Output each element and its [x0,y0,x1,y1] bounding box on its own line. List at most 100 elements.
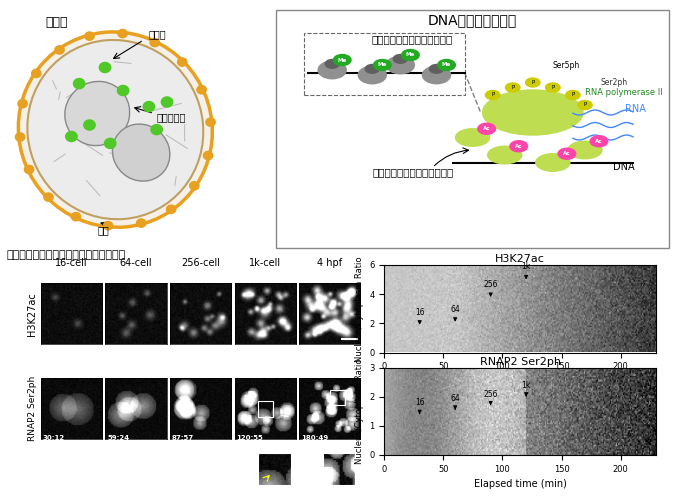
Text: 核小体: 核小体 [149,30,167,40]
Text: RNA: RNA [625,104,646,115]
Circle shape [32,70,41,78]
Text: Me: Me [406,52,415,58]
Text: 転写を抑制するヒストン修飾: 転写を抑制するヒストン修飾 [372,34,453,44]
Circle shape [24,166,34,173]
Text: Me: Me [337,58,347,62]
Circle shape [44,193,53,202]
FancyBboxPatch shape [276,10,669,248]
Text: P: P [531,80,534,85]
Ellipse shape [27,40,203,219]
Circle shape [55,46,64,54]
Text: 細胞核: 細胞核 [46,16,68,29]
Text: Ac: Ac [515,144,522,149]
Circle shape [137,219,146,227]
Text: 64: 64 [450,304,460,321]
Circle shape [365,64,379,73]
Circle shape [333,54,351,66]
Circle shape [510,141,528,152]
Circle shape [373,60,391,70]
Y-axis label: Nucleus/Cytoplasm Ratio: Nucleus/Cytoplasm Ratio [354,358,364,464]
Text: Me: Me [377,62,387,68]
Circle shape [85,32,94,40]
Text: Ac: Ac [563,151,571,156]
Title: RNAP2 Ser2ph: RNAP2 Ser2ph [479,356,561,366]
Text: 1k-cell: 1k-cell [249,258,282,268]
Circle shape [73,78,85,88]
Circle shape [143,102,154,112]
Circle shape [325,60,339,68]
Text: H3K27ac: H3K27ac [27,292,37,336]
Circle shape [84,120,95,130]
Circle shape [16,133,24,141]
Circle shape [526,78,540,87]
Text: 核内構造体: 核内構造体 [156,112,186,122]
Ellipse shape [65,82,130,146]
Text: 256: 256 [483,280,498,296]
Circle shape [150,38,159,46]
Circle shape [430,64,443,73]
Ellipse shape [112,124,170,181]
Text: Me: Me [442,62,451,68]
Circle shape [206,118,216,126]
Circle shape [18,100,27,108]
Bar [258,402,273,417]
Ellipse shape [568,141,602,159]
Text: 180:49: 180:49 [301,435,328,441]
Circle shape [318,61,346,78]
Text: 64-cell: 64-cell [120,258,152,268]
Circle shape [358,66,386,84]
Ellipse shape [456,128,490,146]
Text: 核膜: 核膜 [97,225,109,235]
Circle shape [438,60,456,70]
Text: 1k: 1k [522,381,530,396]
Circle shape [203,152,213,160]
Text: P: P [583,102,587,108]
Text: 64: 64 [450,394,460,409]
Ellipse shape [483,90,583,135]
X-axis label: Elapsed time (min): Elapsed time (min) [474,480,566,490]
Text: P: P [491,92,494,98]
Circle shape [66,132,77,141]
Text: 16: 16 [415,398,424,413]
Text: Ser2ph: Ser2ph [601,78,628,87]
Circle shape [197,86,206,94]
Text: DNA: DNA [613,162,634,172]
Circle shape [386,56,414,74]
Circle shape [486,90,500,100]
Text: 256-cell: 256-cell [181,258,220,268]
Circle shape [545,83,560,92]
Ellipse shape [488,146,522,164]
Text: 16: 16 [415,308,424,324]
Text: RNA polymerase II: RNA polymerase II [585,88,663,97]
Text: 1k: 1k [522,262,530,278]
Circle shape [118,30,127,38]
Bar [330,390,345,406]
Text: Ser5ph: Ser5ph [553,60,580,70]
Text: 転写を促進するヒストン修飾: 転写を促進するヒストン修飾 [373,167,454,177]
Circle shape [105,138,116,148]
Text: RNAP2 Ser2ph: RNAP2 Ser2ph [29,376,37,442]
Circle shape [118,86,129,96]
Title: H3K27ac: H3K27ac [495,254,545,264]
Text: P: P [571,92,575,98]
Circle shape [393,54,407,63]
Circle shape [478,123,496,134]
Circle shape [505,83,520,92]
Text: 120:55: 120:55 [237,435,263,441]
Y-axis label: Nucleus/Cytoplasm Ratio: Nucleus/Cytoplasm Ratio [354,256,364,362]
Text: 30:12: 30:12 [43,435,65,441]
Text: 256: 256 [483,390,498,404]
Circle shape [190,182,199,190]
Text: P: P [511,85,514,90]
Text: Ac: Ac [595,138,602,144]
Circle shape [99,62,111,72]
Circle shape [590,136,608,147]
Circle shape [558,148,576,159]
Circle shape [161,97,173,107]
Text: P: P [551,85,554,90]
Ellipse shape [536,154,570,171]
Circle shape [422,66,451,84]
Circle shape [566,90,580,100]
Text: DNA（クロマチン）: DNA（クロマチン） [428,13,517,27]
Text: ゼブラフィッシュ胚ライブイメージング: ゼブラフィッシュ胚ライブイメージング [7,250,126,260]
